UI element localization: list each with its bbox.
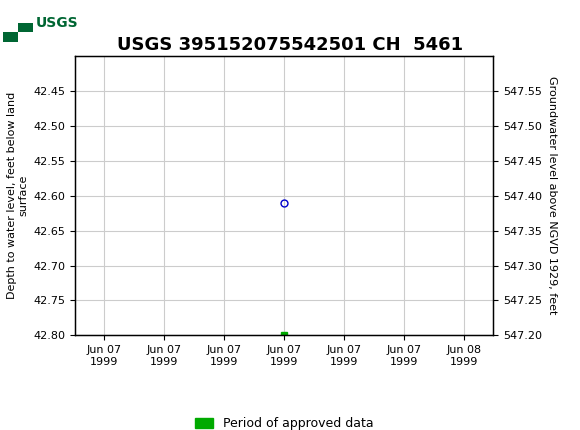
Legend: Period of approved data: Period of approved data <box>190 412 379 430</box>
Text: ▒USGS: ▒USGS <box>6 11 91 34</box>
FancyBboxPatch shape <box>18 22 32 32</box>
FancyBboxPatch shape <box>3 32 18 42</box>
Text: USGS: USGS <box>36 15 79 30</box>
FancyBboxPatch shape <box>3 3 102 42</box>
Y-axis label: Groundwater level above NGVD 1929, feet: Groundwater level above NGVD 1929, feet <box>548 77 557 315</box>
Text: USGS 395152075542501 CH  5461: USGS 395152075542501 CH 5461 <box>117 36 463 54</box>
Y-axis label: Depth to water level, feet below land
surface: Depth to water level, feet below land su… <box>6 92 28 299</box>
